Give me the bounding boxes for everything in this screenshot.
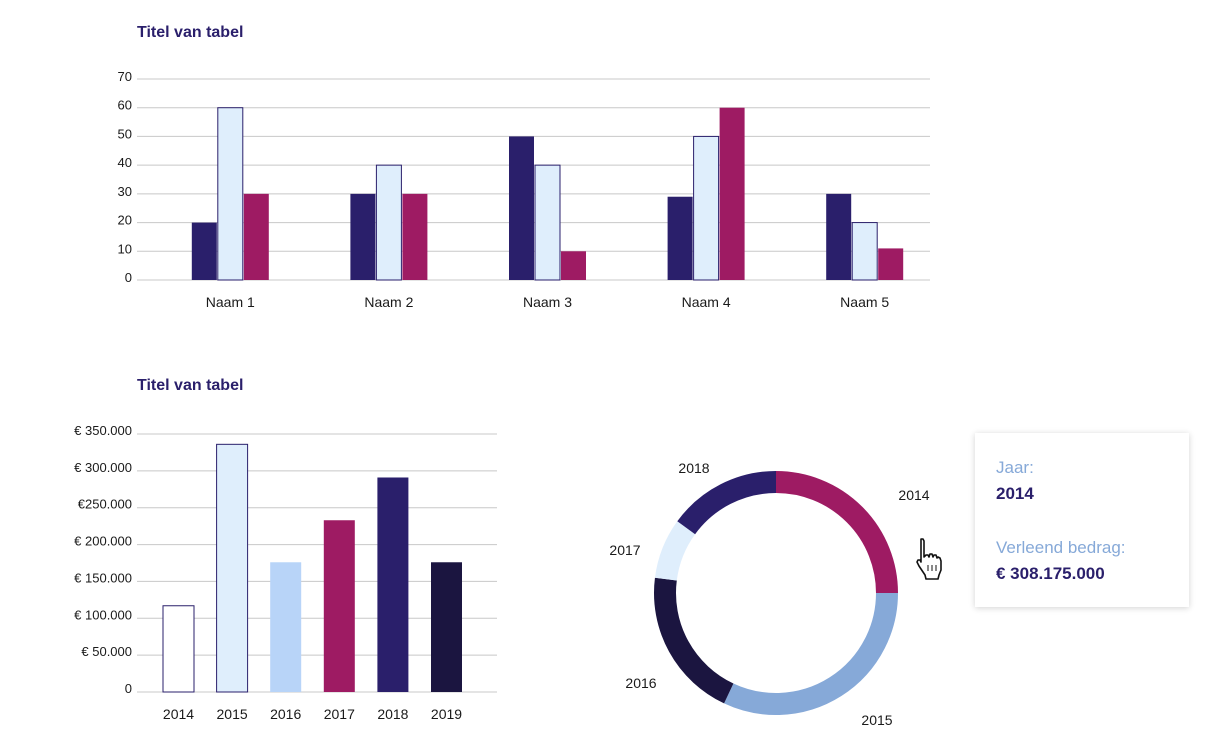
- x-tick-label: 2015: [217, 706, 248, 722]
- bar: [216, 443, 249, 693]
- x-tick-label: 2017: [324, 706, 355, 722]
- slice-label: 2017: [609, 542, 640, 558]
- x-tick-label: Naam 5: [840, 294, 889, 310]
- slice-label: 2015: [861, 712, 892, 728]
- bar: [323, 520, 355, 692]
- y-tick-label: €250.000: [78, 497, 132, 512]
- slice-label: 2014: [898, 487, 929, 503]
- donut-slice: [654, 521, 696, 581]
- bar: [350, 193, 376, 280]
- x-tick-label: Naam 3: [523, 294, 572, 310]
- slice-label: 2018: [678, 460, 709, 476]
- x-tick-label: Naam 4: [682, 294, 731, 310]
- bar: [375, 164, 402, 281]
- x-tick-label: 2019: [431, 706, 462, 722]
- bar: [377, 477, 409, 692]
- slice-label: 2016: [625, 675, 656, 691]
- tooltip-amount-label: Verleend bedrag:: [996, 538, 1126, 557]
- y-tick-label: € 100.000: [74, 607, 132, 622]
- y-tick-label: 0: [125, 681, 132, 696]
- bar: [217, 107, 244, 281]
- y-tick-label: 50: [118, 126, 132, 141]
- x-tick-label: 2014: [163, 706, 194, 722]
- y-tick-label: € 200.000: [74, 534, 132, 549]
- bar: [851, 222, 878, 281]
- y-tick-label: € 350.000: [74, 423, 132, 438]
- y-tick-label: € 50.000: [81, 644, 132, 659]
- tooltip-year-value: 2014: [996, 484, 1034, 503]
- y-tick-label: 60: [118, 98, 132, 113]
- bar: [561, 251, 586, 280]
- donut-slice: [724, 592, 898, 715]
- chart1-title: Titel van tabel: [137, 24, 244, 41]
- tooltip-amount-value: € 308.175.000: [996, 564, 1105, 583]
- hand-pointer-icon: [916, 538, 942, 580]
- bar: [191, 222, 217, 280]
- bar: [162, 605, 195, 693]
- y-tick-label: 0: [125, 270, 132, 285]
- donut-slice: [654, 577, 734, 704]
- tooltip-year-label: Jaar:: [996, 458, 1034, 477]
- bar: [534, 164, 561, 281]
- y-tick-label: 30: [118, 184, 132, 199]
- bar: [878, 248, 904, 280]
- bar: [243, 193, 269, 280]
- bar: [826, 193, 852, 280]
- chart2-title: Titel van tabel: [137, 377, 244, 394]
- bar: [402, 193, 428, 280]
- y-tick-label: 10: [118, 241, 132, 256]
- x-tick-label: 2016: [270, 706, 301, 722]
- bar: [431, 562, 462, 692]
- chart-tooltip: Jaar: 2014 Verleend bedrag: € 308.175.00…: [975, 433, 1189, 607]
- donut-slice: [775, 471, 898, 594]
- bar: [270, 562, 302, 692]
- bar: [509, 136, 534, 280]
- x-tick-label: Naam 2: [364, 294, 413, 310]
- x-tick-label: 2018: [377, 706, 408, 722]
- y-tick-label: 70: [118, 69, 132, 84]
- bar: [667, 196, 693, 280]
- y-tick-label: 40: [118, 155, 132, 170]
- x-tick-label: Naam 1: [206, 294, 255, 310]
- bar: [693, 135, 720, 281]
- y-tick-label: € 300.000: [74, 460, 132, 475]
- y-tick-label: 20: [118, 213, 132, 228]
- bar: [719, 107, 745, 280]
- donut-slice: [677, 471, 777, 535]
- y-tick-label: € 150.000: [74, 570, 132, 585]
